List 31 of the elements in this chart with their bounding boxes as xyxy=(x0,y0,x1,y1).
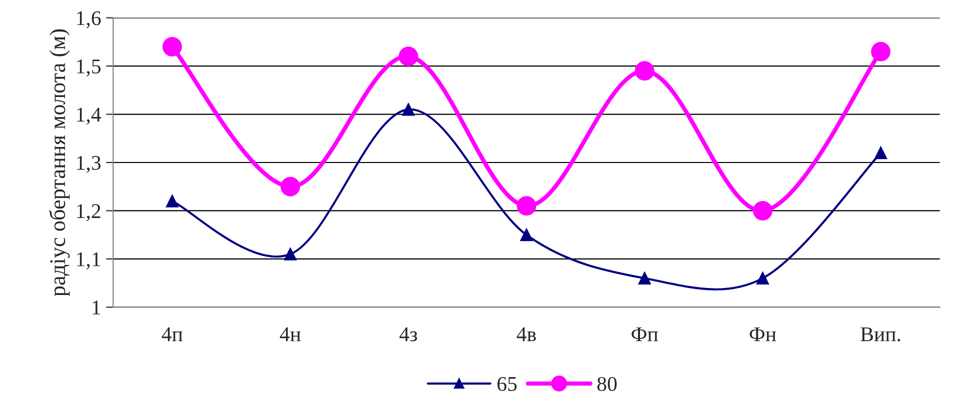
point xyxy=(874,146,888,160)
y-tick-label: 1,5 xyxy=(77,60,101,76)
point xyxy=(402,103,415,116)
y-tick-label: 1,4 xyxy=(77,108,102,125)
x-tick-label: Фн xyxy=(750,327,776,342)
point xyxy=(752,201,772,220)
x-tick-label: Вип. xyxy=(860,327,900,342)
point xyxy=(520,228,533,242)
point xyxy=(284,248,297,260)
x-tick-label: 4н xyxy=(280,327,301,342)
y-tick-label: 1 xyxy=(92,300,100,314)
point xyxy=(871,42,890,62)
x-tick-label: 4з xyxy=(399,327,418,342)
y-tick-label: 1,3 xyxy=(77,156,101,173)
x-tick-label: 4в xyxy=(516,327,536,342)
legend-label: 65 xyxy=(498,377,517,392)
point xyxy=(516,196,536,216)
point xyxy=(398,46,418,66)
y-tick-label: 1,1 xyxy=(77,252,100,270)
x-tick-label: Фп xyxy=(632,327,658,342)
y-tick-label: 1,6 xyxy=(77,11,101,28)
point xyxy=(634,61,654,81)
x-tick-label: 4п xyxy=(162,327,183,342)
point xyxy=(756,272,769,284)
legend-label: 80 xyxy=(597,376,617,392)
point xyxy=(280,176,300,196)
point xyxy=(162,37,182,56)
y-tick-label: 1,2 xyxy=(77,204,100,222)
point xyxy=(638,272,651,284)
point xyxy=(166,194,178,208)
y-axis-title: радіус обертання молота (м) xyxy=(49,29,70,296)
